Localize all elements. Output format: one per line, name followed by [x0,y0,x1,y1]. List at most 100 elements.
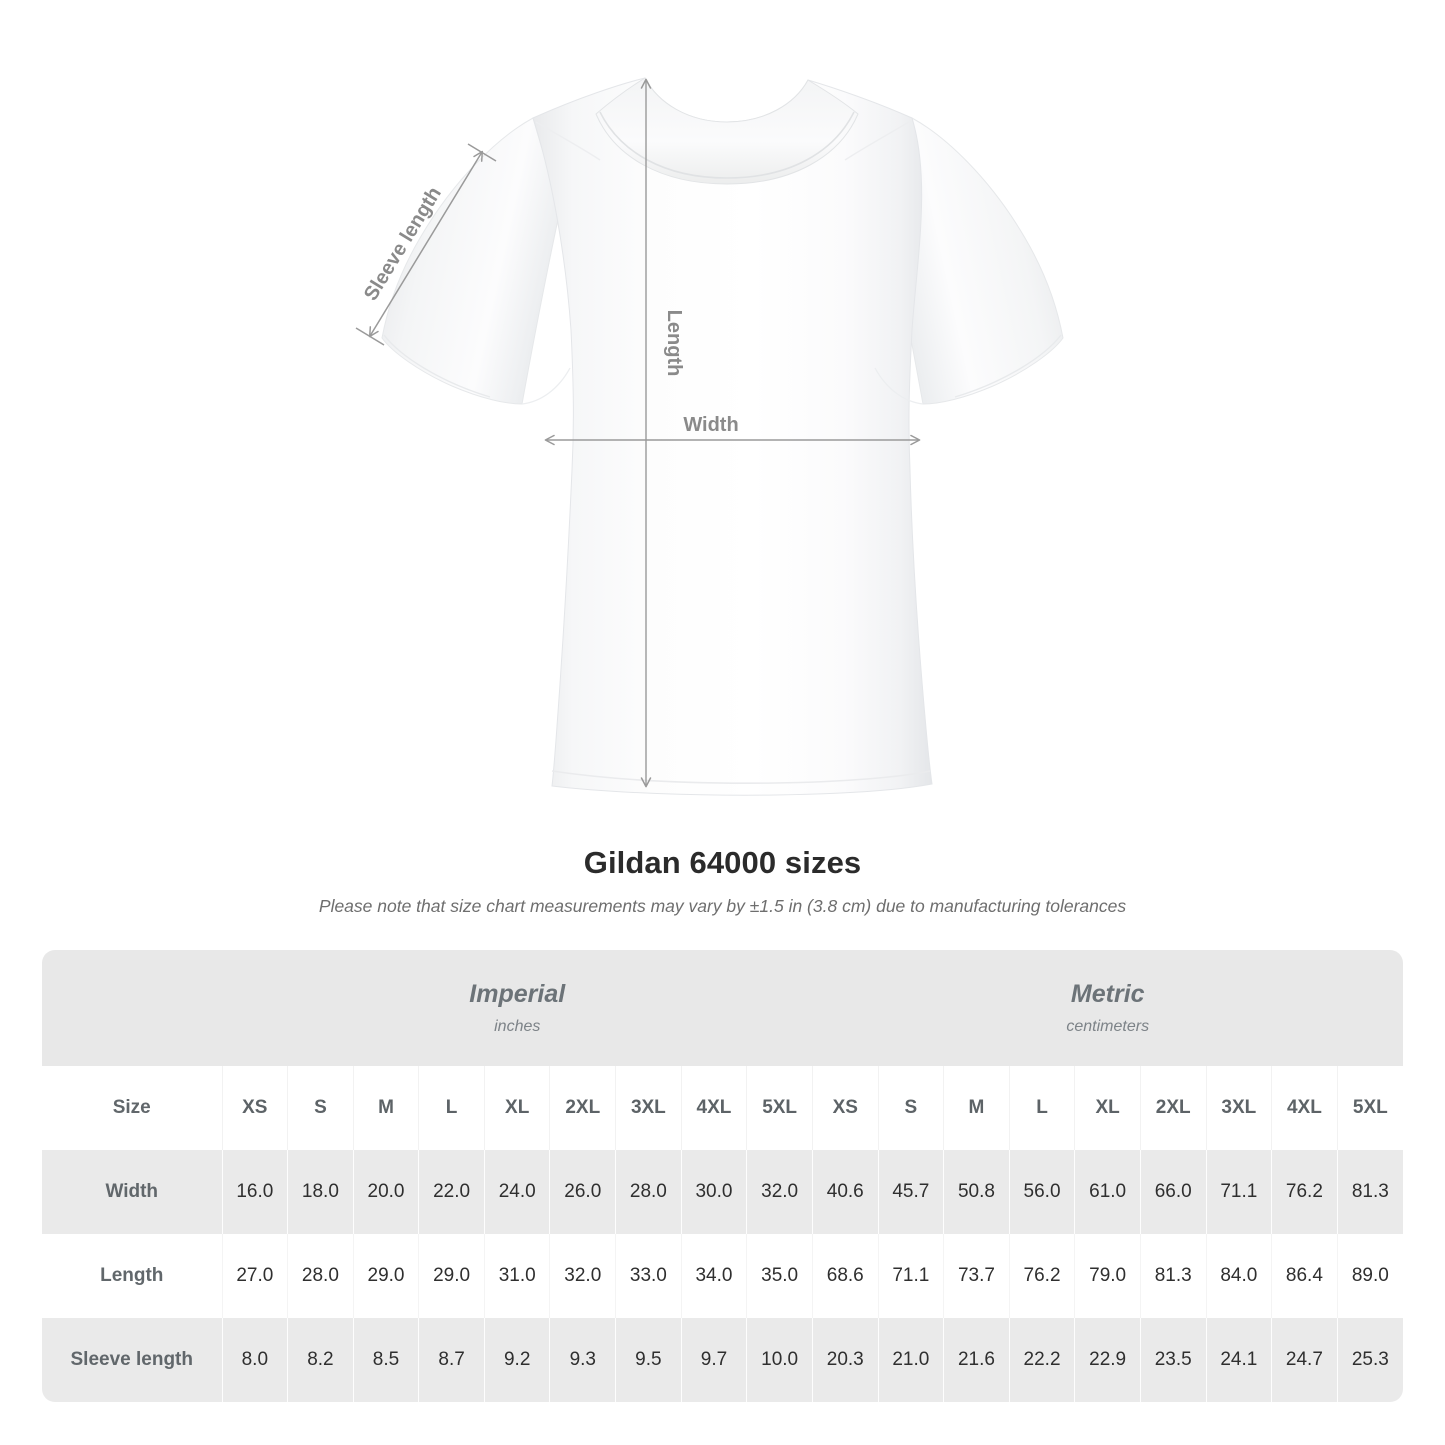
bottom-hem [551,770,931,784]
measurement-cell: 28.0 [615,1150,682,1235]
unit-sub-label: inches [494,1017,541,1035]
unit-system-label: Imperial [469,979,566,1008]
measurement-cell: 30.0 [680,1150,747,1235]
measurement-cell: 25.3 [1336,1318,1403,1403]
sleeve-length-tick-bottom [355,327,385,346]
measurement-cell: 50.8 [943,1150,1010,1235]
size-column-header: M [943,1066,1010,1151]
measurement-cell: 24.0 [483,1150,550,1235]
measurement-cell: 56.0 [1008,1150,1075,1235]
chart-heading: Gildan 64000 sizes Please note that size… [0,830,1445,918]
measurement-cell: 8.5 [352,1318,419,1403]
measurement-cell: 33.0 [615,1234,682,1319]
measurement-cell: 81.3 [1336,1150,1403,1235]
unit-sub-label: centimeters [1066,1017,1150,1035]
measurement-cell: 40.6 [811,1150,879,1235]
measurement-cell: 8.0 [221,1318,288,1403]
unit-header-row: Imperial inches Metric centimeters [42,950,1403,1067]
measurement-cell: 32.0 [549,1234,616,1319]
measurement-cell: 31.0 [483,1234,550,1319]
length-dimension: Length [640,78,685,788]
collar [595,77,859,185]
right-shoulder-seam [844,121,910,161]
measurement-cell: 68.6 [811,1234,879,1319]
measurement-cell: 10.0 [746,1318,813,1403]
measurement-cell: 76.2 [1271,1150,1338,1235]
size-column-header: 5XL [746,1066,813,1151]
measurement-cell: 28.0 [287,1234,354,1319]
tolerance-note: Please note that size chart measurements… [318,896,1127,917]
left-sleeve [381,117,561,405]
measurement-cell: 22.2 [1008,1318,1075,1403]
measurement-cell: 71.1 [877,1234,944,1319]
unit-group-metric: Metric centimeters [812,950,1403,1067]
size-column-header: 5XL [1336,1066,1403,1151]
measurement-cell: 61.0 [1074,1150,1141,1235]
measurement-cell: 22.9 [1074,1318,1141,1403]
tshirt-illustration: Sleeve length Length Width [355,77,1064,796]
size-column-header: 4XL [1271,1066,1338,1151]
size-column-header: XS [221,1066,288,1151]
shirt-body [532,77,933,796]
measurement-cell: 8.7 [418,1318,485,1403]
size-column-header: 2XL [1139,1066,1207,1151]
table-row: Length 27.0 28.0 29.0 29.0 31.0 32.0 33.0 34.0 35… [42,1234,1403,1319]
measurement-cell: 24.1 [1205,1318,1272,1403]
collar-seam [599,111,855,179]
size-chart-table-wrapper: Imperial inches Metric centimeters Size … [42,950,1403,1403]
size-column-header: 2XL [549,1066,616,1151]
measurement-cell: 84.0 [1205,1234,1272,1319]
measurement-row-label: Width [105,1181,159,1203]
measurement-cell: 8.2 [287,1318,354,1403]
measurement-cell: 22.0 [418,1150,485,1235]
unit-group-imperial: Imperial inches [222,950,813,1067]
measurement-cell: 45.7 [877,1150,944,1235]
length-label: Length [663,310,685,377]
measurement-cell: 23.5 [1139,1318,1207,1403]
measurement-cell: 81.3 [1139,1234,1207,1319]
measurement-cell: 27.0 [221,1234,288,1319]
unit-band-spacer [42,950,223,1067]
measurement-cell: 24.7 [1271,1318,1338,1403]
measurement-cell: 29.0 [418,1234,485,1319]
size-column-header: XS [811,1066,879,1151]
measurement-cell: 73.7 [943,1234,1010,1319]
right-sleeve-hem [954,334,1062,398]
measurement-cell: 9.5 [615,1318,682,1403]
measurement-cell: 32.0 [746,1150,813,1235]
measurement-cell: 9.7 [680,1318,747,1403]
measurement-cell: 16.0 [221,1150,288,1235]
measurement-cell: 71.1 [1205,1150,1272,1235]
sleeve-length-arrow [368,150,484,338]
measurement-cell: 29.0 [352,1234,419,1319]
page-title: Gildan 64000 sizes [583,845,862,880]
size-chart-table: Imperial inches Metric centimeters Size … [42,950,1403,1403]
size-column-header: S [877,1066,944,1151]
measurement-cell: 9.3 [549,1318,616,1403]
measurement-cell: 66.0 [1139,1150,1207,1235]
measurement-cell: 26.0 [549,1150,616,1235]
measurement-cell: 18.0 [287,1150,354,1235]
width-label: Width [683,414,738,436]
size-column-header: M [352,1066,419,1151]
size-column-header: XL [483,1066,550,1151]
measurement-cell: 89.0 [1336,1234,1403,1319]
measurement-cell: 35.0 [746,1234,813,1319]
width-dimension: Width [544,414,921,446]
size-column-header: 3XL [615,1066,682,1151]
left-sleeve-hem [383,334,491,398]
measurement-cell: 34.0 [680,1234,747,1319]
measurement-cell: 79.0 [1074,1234,1141,1319]
left-shoulder-seam [535,121,601,161]
size-column-header: 3XL [1205,1066,1272,1151]
right-armhole-seam [874,367,924,405]
measurement-cell: 86.4 [1271,1234,1338,1319]
measurement-cell: 20.3 [811,1318,879,1403]
shirt-body-group [381,77,1064,796]
unit-system-label: Metric [1070,979,1145,1008]
size-column-header: L [418,1066,485,1151]
size-column-header: 4XL [680,1066,747,1151]
measurement-cell: 21.6 [943,1318,1010,1403]
measurement-cell: 9.2 [483,1318,550,1403]
size-row-label: Size [112,1097,151,1119]
